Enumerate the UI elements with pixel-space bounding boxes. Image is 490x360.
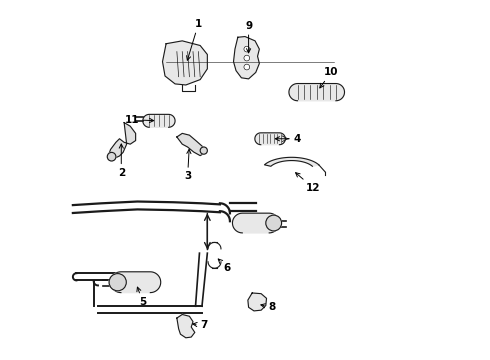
Text: 2: 2	[118, 144, 125, 178]
Polygon shape	[265, 157, 319, 166]
Text: 10: 10	[320, 67, 339, 88]
Circle shape	[244, 55, 250, 61]
Polygon shape	[289, 84, 344, 101]
Text: 3: 3	[184, 149, 191, 181]
Text: 1: 1	[187, 19, 202, 60]
Text: 11: 11	[125, 115, 154, 125]
Circle shape	[244, 64, 250, 70]
Polygon shape	[143, 114, 175, 127]
Circle shape	[266, 215, 282, 231]
Polygon shape	[109, 123, 136, 158]
Polygon shape	[248, 293, 267, 311]
Circle shape	[244, 46, 250, 52]
Text: 7: 7	[193, 320, 208, 330]
Text: 12: 12	[295, 173, 320, 193]
Polygon shape	[163, 41, 207, 85]
Text: 9: 9	[245, 21, 252, 53]
Polygon shape	[111, 272, 161, 293]
Polygon shape	[255, 133, 285, 145]
Circle shape	[109, 274, 126, 291]
Text: 5: 5	[137, 287, 147, 307]
Circle shape	[200, 147, 207, 154]
Circle shape	[107, 152, 116, 161]
Polygon shape	[232, 213, 279, 233]
Polygon shape	[234, 37, 259, 79]
Polygon shape	[177, 315, 195, 338]
Text: 4: 4	[275, 134, 301, 144]
Text: 6: 6	[218, 259, 231, 273]
Text: 8: 8	[261, 302, 275, 312]
Polygon shape	[177, 134, 204, 156]
